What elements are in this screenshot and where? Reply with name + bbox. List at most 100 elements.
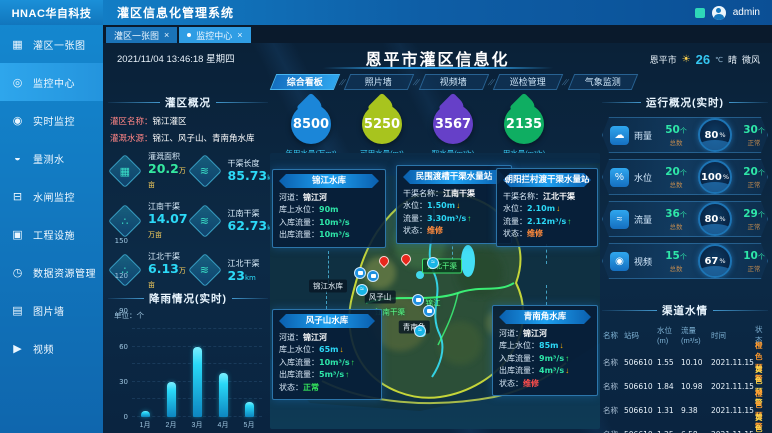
- channel-col-header: 流量(m³/s): [681, 326, 701, 345]
- operation-normal-label: 正常: [747, 265, 761, 273]
- operation-total: 15个 总数: [661, 250, 691, 273]
- subtab-3[interactable]: 巡检管理: [493, 74, 564, 90]
- x-tick-label: 5月: [243, 422, 255, 429]
- subtab-0[interactable]: 综合看板: [269, 74, 341, 90]
- sidebar-item-2[interactable]: ◉ 实时监控: [0, 101, 103, 139]
- channel-cell: 2021.11.15: [711, 430, 755, 433]
- camera-marker[interactable]: [354, 267, 366, 279]
- overview-card-unit: 万亩: [148, 167, 186, 190]
- window-tab-1[interactable]: 监控中心 ×: [179, 27, 251, 43]
- close-icon[interactable]: ×: [164, 30, 170, 40]
- water-marker[interactable]: ≈: [427, 257, 439, 269]
- sidebar-item-7[interactable]: ▤ 图片墙: [0, 291, 103, 329]
- user-avatar-icon[interactable]: [711, 5, 726, 20]
- camera-marker[interactable]: [367, 270, 379, 282]
- sidebar-item-4[interactable]: ⊟ 水闸监控: [0, 177, 103, 215]
- sidebar-item-3[interactable]: ◒ 量测水: [0, 139, 103, 177]
- overview-card-value: 23km: [227, 267, 256, 283]
- overview-card-label: 江南干渠: [227, 208, 260, 218]
- percent-glyph: %: [719, 131, 726, 139]
- callout-row: 状态：正常: [279, 382, 375, 394]
- table-row[interactable]: 名称 506610 1.84 10.98 2021.11.15 黄色预警: [602, 364, 768, 407]
- water-drop-shape: 2135: [504, 104, 544, 144]
- trend-arrow-icon: ↓: [339, 345, 344, 355]
- overview-card-text: 灌溉面积 20.2万亩: [148, 151, 188, 191]
- icon-glyph: ≋: [199, 264, 210, 277]
- sidebar-nav: ▦ 灌区一张图 ◎ 监控中心 ◉ 实时监控 ◒ 量测水 ⊟ 水闸监控 ▣ 工程设施 ◷ 数据资源管理 ▤ 图片…: [0, 25, 103, 433]
- subtab-label: 照片墙: [365, 77, 393, 87]
- sidebar-item-8[interactable]: ▶ 视频: [0, 329, 103, 367]
- channel-table-header: 名称 站码 水位(m) 流量(m³/s) 时间 状态: [602, 324, 768, 345]
- page-title: 恩平市灌区信息化: [365, 52, 510, 69]
- water-stat-value: 8500: [292, 116, 330, 132]
- monitor-icon: ◎: [12, 76, 23, 89]
- callout-row: 水位：2.10m↓: [503, 203, 591, 215]
- operation-total: 36个 总数: [661, 208, 691, 231]
- y-tick-label: 120: [114, 272, 128, 281]
- window-tab-0[interactable]: 灌区一张图 ×: [106, 27, 178, 43]
- channel-cell: 9.38: [681, 405, 698, 415]
- subtab-1[interactable]: 照片墙: [344, 74, 415, 90]
- camera-marker[interactable]: [423, 305, 435, 317]
- callout-row-label: 入库流量：: [499, 353, 539, 363]
- sidebar-item-1[interactable]: ◎ 监控中心: [0, 63, 103, 101]
- camera-marker[interactable]: [412, 294, 424, 306]
- callout-row-label: 干渠名称：: [403, 189, 443, 198]
- district-overview-title: 灌区概况: [108, 95, 268, 110]
- water-drop-shape: 8500: [291, 104, 331, 144]
- channel-cell: 10.10: [681, 357, 703, 367]
- channel-panel: 渠道水情 名称 站码 水位(m) 流量(m³/s) 时间 状态 名称 506610 1.55 10…: [602, 303, 768, 433]
- rainfall-plot: 0 30 60 90 120 150 1月 2月 3月 4月 5月: [115, 237, 262, 429]
- unit-glyph: 个: [757, 252, 765, 261]
- sidebar-item-0[interactable]: ▦ 灌区一张图: [0, 25, 103, 63]
- sidebar-item-label: 工程设施: [33, 230, 75, 242]
- callout-row-label: 河道：: [279, 193, 303, 202]
- callout-row-value: 锦江河: [303, 193, 327, 202]
- apps-icon[interactable]: [694, 7, 705, 18]
- unit-glyph: 个: [679, 252, 687, 261]
- trend-arrow-icon: ↓: [559, 341, 564, 351]
- callout-row-label: 河道：: [279, 333, 303, 342]
- callout-row-value: 10m³/s: [319, 217, 350, 227]
- callout-row: 状态：维修: [499, 378, 591, 390]
- map[interactable]: 锦江水库风子山青南角江北干渠江南干渠锦江≈≈≈锦江水库河道：锦江河库上水位：90…: [270, 153, 600, 429]
- water-marker[interactable]: ≈: [356, 284, 368, 296]
- weather-temp-unit: ℃: [715, 56, 723, 64]
- trend-arrow-icon: ↑: [350, 357, 355, 367]
- subtab-4[interactable]: 气象监测: [567, 74, 639, 90]
- water-source-line: 灌溉水源： 锦江、风子山、青南角水库: [110, 132, 266, 144]
- canal-icon: ≋: [187, 203, 222, 238]
- callout-row-label: 出库流量：: [279, 370, 319, 380]
- icon-glyph: ∴: [121, 215, 129, 228]
- water-marker[interactable]: ≈: [414, 325, 426, 337]
- callout-row: 河道：锦江河: [279, 332, 375, 344]
- x-tick-label: 1月: [139, 422, 151, 429]
- subtab-label: 综合看板: [286, 77, 323, 87]
- bar-column: 1月: [132, 411, 158, 429]
- view-subtabs: 综合看板//照片墙//视频墙//巡检管理//气象监测: [269, 74, 639, 90]
- subtab-label: 巡检管理: [510, 77, 547, 87]
- water-stat-0: 8500年用水量(万m³): [282, 95, 340, 159]
- table-row[interactable]: 名称 506610 1.55 10.10 2021.11.15 橙色预警: [602, 340, 768, 383]
- callout-row-label: 出库流量：: [279, 230, 319, 240]
- channel-cell: 506610: [624, 405, 653, 415]
- operation-normal-value: 30个: [743, 123, 765, 136]
- close-icon[interactable]: ×: [237, 30, 243, 40]
- bar-column: 3月: [184, 346, 210, 429]
- district-name-label: 灌区名称：: [110, 116, 153, 126]
- callout-row: 水位：1.50m↓: [403, 200, 505, 212]
- operation-row-name: 视频: [634, 256, 653, 267]
- sidebar-item-5[interactable]: ▣ 工程设施: [0, 215, 103, 253]
- overview-card-unit: 万亩: [148, 231, 162, 240]
- callout-leader: [546, 244, 547, 264]
- subtab-2[interactable]: 视频墙: [418, 74, 490, 90]
- table-row[interactable]: 名称 506610 1.31 9.38 2021.11.15 橙色预警: [602, 388, 768, 431]
- username[interactable]: admin: [732, 7, 760, 18]
- icon-glyph: ≋: [199, 165, 210, 178]
- operation-total-value: 50个: [665, 123, 687, 136]
- callout-row-value: 85m: [539, 341, 559, 351]
- sidebar-item-6[interactable]: ◷ 数据资源管理: [0, 253, 103, 291]
- percent-glyph: %: [719, 215, 726, 223]
